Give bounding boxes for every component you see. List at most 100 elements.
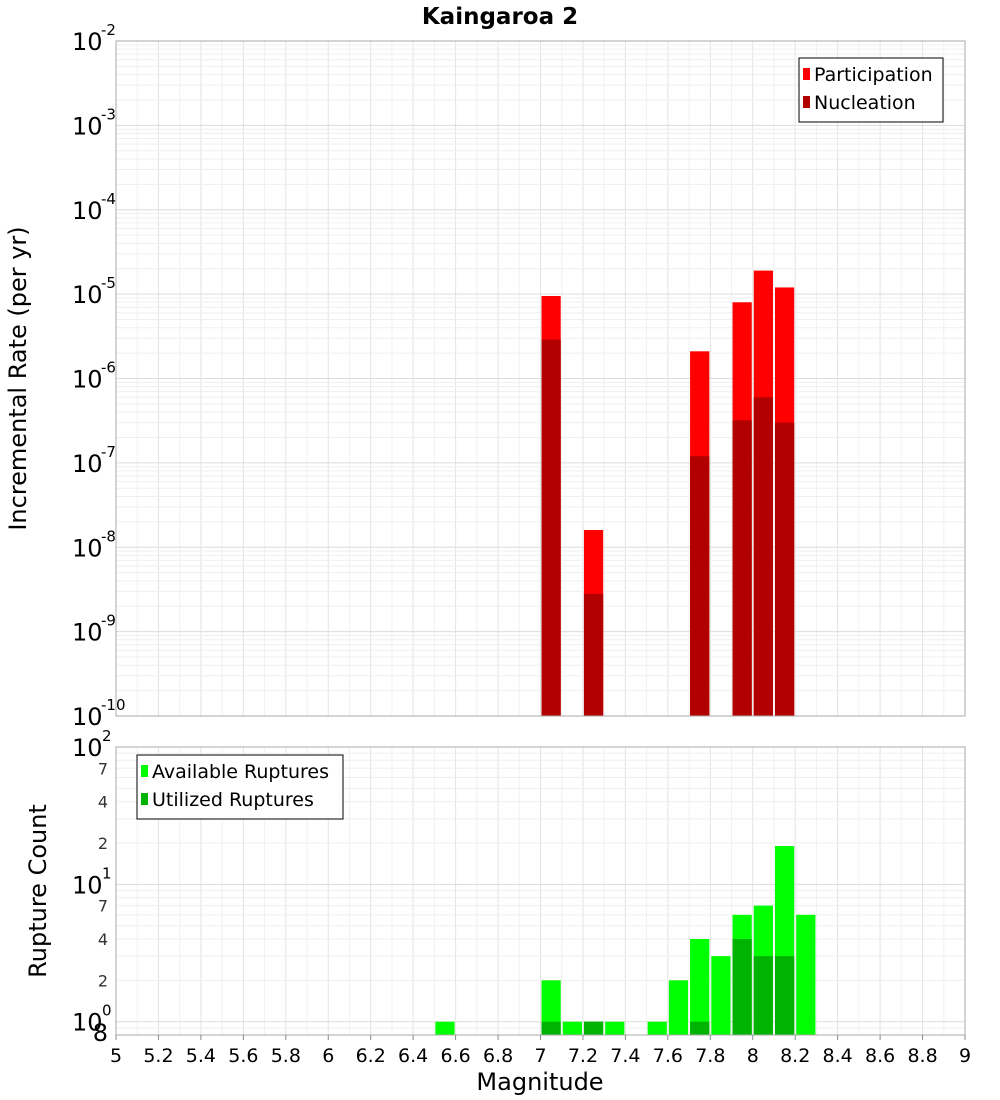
bar-inner-nucleation [774,422,795,716]
top-y-axis-label: Incremental Rate (per yr) [4,226,32,530]
y-tick-exponent: -10 [101,696,126,714]
x-tick-label: 6.6 [440,1045,470,1067]
y-tick-label: 10-9 [72,612,116,647]
x-tick-label: 7.2 [568,1045,598,1067]
bar-inner-nucleation [541,339,561,716]
y-tick-base: 10 [72,1009,103,1037]
x-tick-label: 8.8 [907,1045,937,1067]
bar-available-ruptures [605,1021,625,1035]
bar-available-ruptures [562,1021,582,1035]
bottom-y-axis-label: Rupture Count [24,804,52,978]
y-tick-label: 10-5 [72,274,116,309]
x-tick-label: 5.8 [271,1045,301,1067]
bar-available-ruptures [435,1021,455,1035]
y-tick-base: 10 [72,197,103,225]
bar-inner-nucleation [690,456,710,716]
bar-inner-nucleation [583,593,604,716]
y-tick-label: 10 0 [72,1002,112,1037]
legend-box [136,754,344,820]
y-tick-exponent: -3 [101,105,116,123]
y-tick-base: 10 [72,450,103,478]
y-tick-base: 10 [72,112,103,140]
y-minor-tick-label: 2 [98,971,108,990]
y-minor-tick-label: 2 [98,834,108,853]
chart-title: Kaingaroa 2 [422,4,578,30]
legend: Participation Nucleation [798,57,944,123]
x-tick-label: 8.4 [823,1045,853,1067]
x-tick-label: 5 [110,1045,122,1067]
plot-border [115,40,966,717]
y-tick-label: 10-4 [72,190,116,225]
x-tick-label: 8 [747,1045,759,1067]
y-tick-label: 10-7 [72,443,116,478]
bar-inner-utilized-ruptures [774,956,795,1035]
y-tick-exponent: -7 [101,443,116,461]
legend-box [798,57,944,123]
y-minor-tick-label: 4 [98,930,108,949]
legend: Available Ruptures Utilized Ruptures [136,754,344,820]
x-axis-label: Magnitude [476,1068,603,1096]
x-tick-label: 7 [534,1045,546,1067]
bar-inner-nucleation [732,420,752,716]
y-tick-base: 10 [72,619,103,647]
legend-label: Participation [814,64,933,86]
x-tick-label: 5.6 [228,1045,258,1067]
bar-inner-utilized-ruptures [583,1021,604,1035]
bar-inner-utilized-ruptures [690,1021,710,1035]
bar-inner-utilized-ruptures [541,1021,561,1035]
x-tick-label: 7.6 [653,1045,683,1067]
x-tick-label: 7.4 [610,1045,640,1067]
y-tick-exponent: -9 [101,612,116,630]
y-tick-label: 10 2 [72,727,112,762]
y-minor-tick-label: 8 [93,1019,108,1047]
x-tick-label: 7.8 [695,1045,725,1067]
legend-label: Utilized Ruptures [152,789,314,811]
x-tick-label: 8.6 [865,1045,895,1067]
bar-inner-utilized-ruptures [753,956,773,1035]
y-tick-exponent: -6 [101,359,116,377]
bar-available-ruptures [668,980,689,1035]
y-minor-tick-label: 7 [98,897,108,916]
y-tick-base: 10 [72,534,103,562]
x-tick-label: 6 [322,1045,334,1067]
y-tick-exponent: -2 [101,21,116,39]
bar-available-ruptures [647,1021,667,1035]
y-tick-exponent: -4 [101,190,116,208]
x-tick-label: 6.8 [483,1045,513,1067]
y-tick-label: 10-6 [72,359,116,394]
x-tick-label: 5.4 [186,1045,216,1067]
legend-swatch [803,96,810,108]
legend-swatch [803,68,810,80]
y-tick-base: 10 [72,871,103,899]
top-panel-rate-chart: ParticipationNucleation10-1010-910-810-7… [72,21,966,731]
legend-swatch [141,765,148,777]
x-tick-label: 9 [959,1045,971,1067]
legend-label: Available Ruptures [152,761,329,783]
y-tick-base: 10 [72,366,103,394]
y-tick-base: 10 [72,28,103,56]
x-tick-label: 6.2 [356,1045,386,1067]
y-tick-label: 10-10 [72,696,126,731]
y-tick-label: 10-2 [72,21,116,56]
y-tick-label: 10 1 [72,864,112,899]
y-tick-exponent: 1 [102,864,112,882]
legend-swatch [141,793,148,805]
y-tick-exponent: -8 [101,527,116,545]
y-tick-base: 10 [72,281,103,309]
y-minor-tick-label: 4 [98,793,108,812]
bar-inner-nucleation [753,397,773,716]
y-tick-exponent: 0 [102,1002,112,1020]
x-tick-label: 8.2 [780,1045,810,1067]
y-tick-base: 10 [72,703,103,731]
bar-available-ruptures [711,956,731,1035]
bar-available-ruptures [541,980,561,1035]
y-tick-label: 10-3 [72,105,116,140]
bar-inner-utilized-ruptures [732,939,752,1035]
x-tick-label: 5.2 [143,1045,173,1067]
y-tick-label: 10-8 [72,527,116,562]
y-tick-base: 10 [72,734,103,762]
legend-label: Nucleation [814,92,916,114]
y-minor-tick-label: 7 [98,759,108,778]
